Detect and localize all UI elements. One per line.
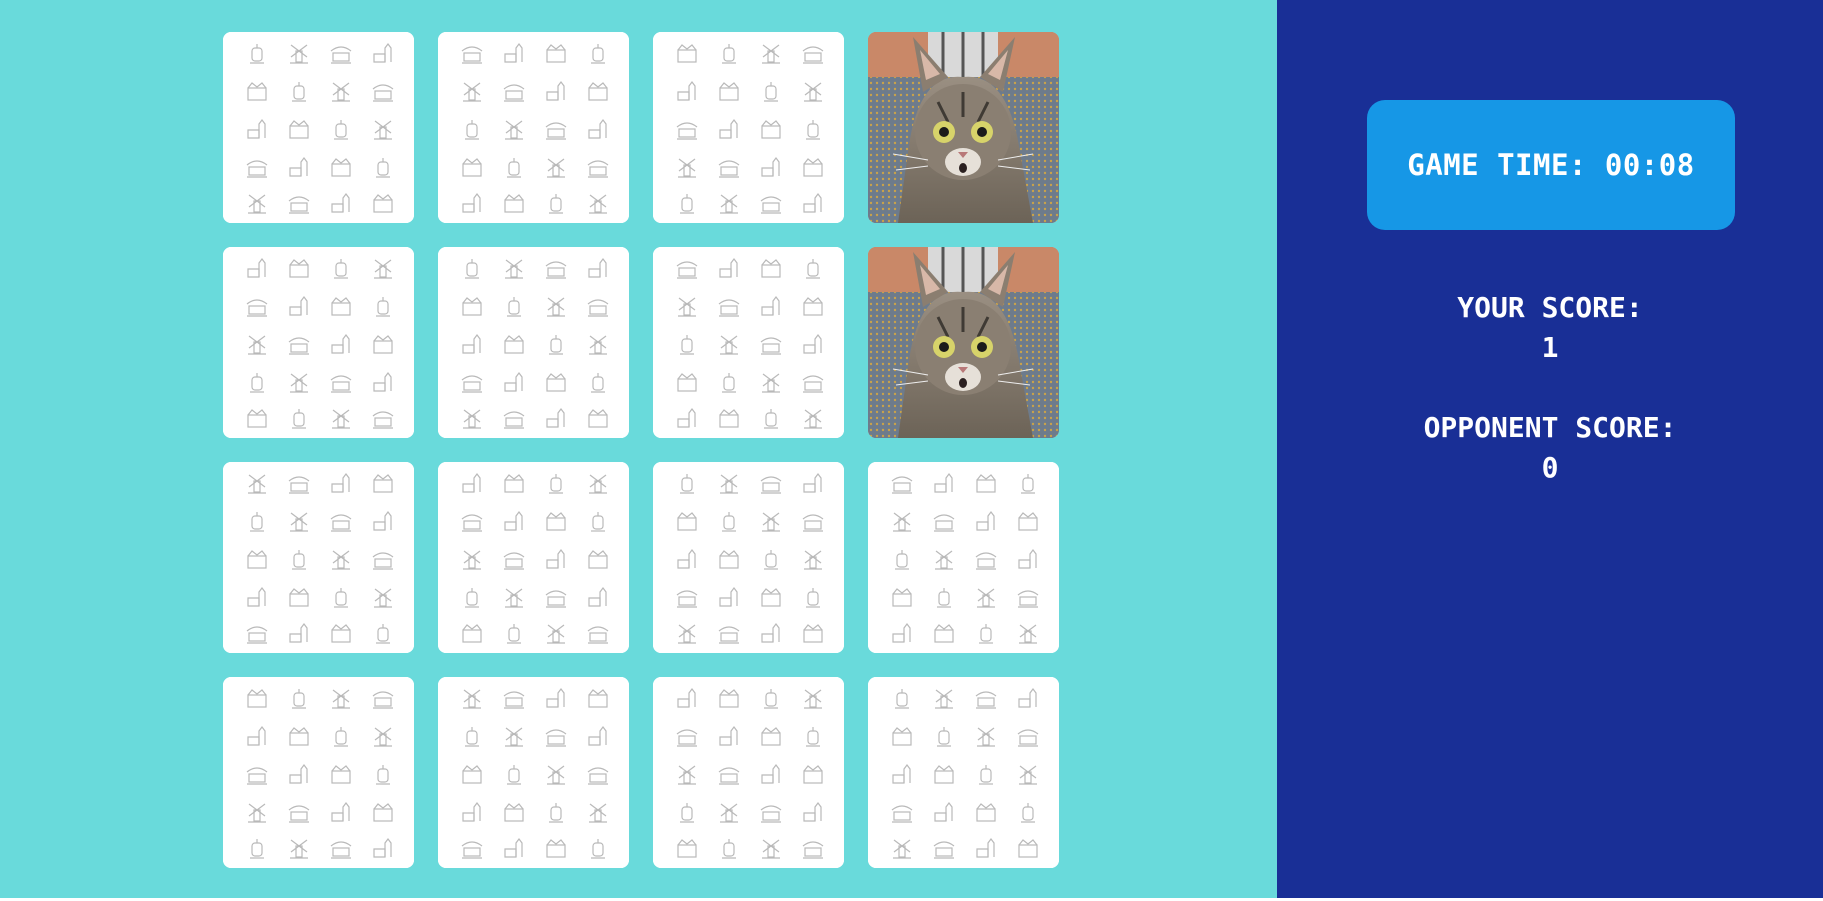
timer-label: GAME TIME: xyxy=(1407,148,1587,182)
game-board xyxy=(0,0,1277,898)
card-back-pattern xyxy=(653,32,844,223)
card-face-up[interactable] xyxy=(868,32,1059,223)
card-back-pattern xyxy=(653,247,844,438)
your-score-value: 1 xyxy=(1541,331,1559,364)
cat-photo xyxy=(868,32,1059,223)
card-back-pattern xyxy=(438,677,629,868)
card-face-down[interactable] xyxy=(868,677,1059,868)
card-face-down[interactable] xyxy=(653,247,844,438)
card-back-pattern xyxy=(653,462,844,653)
score-panel: GAME TIME: 00:08 YOUR SCORE: 1 OPPONENT … xyxy=(1277,0,1823,898)
card-face-down[interactable] xyxy=(438,677,629,868)
card-back-pattern xyxy=(223,462,414,653)
card-grid xyxy=(223,32,1059,868)
card-face-down[interactable] xyxy=(653,462,844,653)
your-score: YOUR SCORE: 1 xyxy=(1277,288,1823,368)
card-back-pattern xyxy=(223,247,414,438)
card-face-down[interactable] xyxy=(438,462,629,653)
card-face-down[interactable] xyxy=(653,677,844,868)
opponent-score: OPPONENT SCORE: 0 xyxy=(1277,408,1823,488)
card-back-pattern xyxy=(438,462,629,653)
card-face-up[interactable] xyxy=(868,247,1059,438)
timer-value: 00:08 xyxy=(1604,148,1695,182)
card-back-pattern xyxy=(223,32,414,223)
your-score-label: YOUR SCORE: xyxy=(1457,291,1643,324)
opponent-score-value: 0 xyxy=(1541,451,1559,484)
card-face-down[interactable] xyxy=(653,32,844,223)
card-face-down[interactable] xyxy=(438,247,629,438)
card-back-pattern xyxy=(223,677,414,868)
card-face-down[interactable] xyxy=(223,32,414,223)
bottom-strip xyxy=(0,898,1823,901)
card-face-down[interactable] xyxy=(438,32,629,223)
card-face-down[interactable] xyxy=(223,247,414,438)
card-face-down[interactable] xyxy=(868,462,1059,653)
game-timer: GAME TIME: 00:08 xyxy=(1367,100,1735,230)
card-back-pattern xyxy=(438,32,629,223)
cat-photo xyxy=(868,247,1059,438)
card-face-down[interactable] xyxy=(223,677,414,868)
opponent-score-label: OPPONENT SCORE: xyxy=(1423,411,1677,444)
card-back-pattern xyxy=(868,677,1059,868)
card-back-pattern xyxy=(653,677,844,868)
card-back-pattern xyxy=(868,462,1059,653)
card-face-down[interactable] xyxy=(223,462,414,653)
card-back-pattern xyxy=(438,247,629,438)
